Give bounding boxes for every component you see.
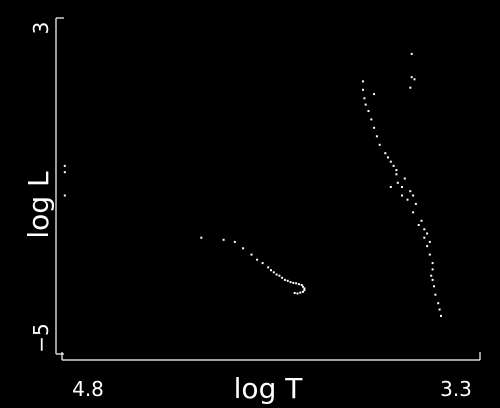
data-point: [392, 164, 395, 167]
y-tick-label-top: 3: [29, 22, 53, 35]
data-point: [412, 194, 415, 197]
data-point: [395, 173, 398, 176]
data-point: [297, 283, 300, 286]
data-point: [426, 245, 429, 248]
data-point: [426, 232, 429, 235]
data-point: [222, 238, 225, 241]
data-point: [292, 281, 295, 284]
data-point: [417, 224, 420, 226]
data-point: [267, 266, 270, 269]
data-point: [430, 274, 433, 277]
data-point: [295, 282, 298, 285]
data-point: [414, 202, 417, 205]
data-point: [409, 86, 412, 89]
data-point: [242, 247, 245, 250]
data-point: [303, 289, 306, 292]
data-point: [401, 186, 403, 188]
data-point: [200, 236, 203, 239]
data-point: [233, 240, 236, 243]
data-point: [261, 262, 264, 265]
data-point: [412, 211, 415, 214]
y-tick-label-bottom: −5: [29, 323, 53, 352]
data-point: [378, 143, 381, 146]
data-point: [63, 164, 66, 167]
data-point: [303, 287, 306, 290]
data-point: [286, 279, 289, 282]
data-point: [433, 285, 435, 288]
data-point: [370, 118, 373, 121]
data-point: [272, 271, 275, 274]
data-point: [396, 181, 399, 184]
data-point: [250, 253, 253, 256]
data-point: [63, 171, 66, 174]
data-point: [431, 278, 434, 281]
data-point: [281, 276, 284, 279]
data-point: [275, 273, 278, 276]
data-point: [437, 302, 440, 305]
data-point: [440, 314, 442, 317]
x-tick-label-left: 4.8: [72, 377, 104, 401]
axis-labels: 3 −5 log L 4.8 3.3 log T: [22, 22, 472, 405]
data-point: [302, 285, 304, 288]
x-tick-label-right: 3.3: [440, 377, 472, 401]
data-point: [428, 253, 431, 256]
data-point: [283, 278, 286, 281]
data-point: [278, 274, 281, 277]
data-point: [367, 110, 370, 112]
data-point: [406, 198, 409, 201]
data-point: [423, 228, 426, 231]
data-point: [375, 135, 378, 138]
data-point: [389, 160, 392, 163]
data-point: [395, 169, 398, 172]
data-point: [300, 284, 303, 286]
axes: [55, 17, 481, 361]
data-point: [293, 292, 296, 294]
data-point: [63, 194, 66, 197]
data-point: [362, 80, 364, 83]
data-point: [438, 308, 441, 311]
x-axis-title: log T: [234, 372, 304, 405]
data-point: [403, 177, 406, 180]
data-point: [362, 88, 364, 91]
data-point: [363, 97, 366, 100]
data-points: [63, 52, 442, 317]
data-point: [409, 190, 412, 193]
data-point: [373, 126, 376, 129]
data-point: [289, 281, 292, 284]
data-point: [296, 292, 299, 295]
y-axis-title: log L: [22, 171, 55, 239]
data-point: [373, 93, 376, 96]
data-point: [299, 291, 302, 294]
data-point: [420, 219, 423, 222]
data-point: [413, 78, 416, 81]
data-point: [270, 269, 272, 272]
data-point: [384, 152, 387, 155]
data-point: [364, 103, 367, 106]
data-point: [401, 194, 403, 197]
data-point: [389, 186, 392, 188]
data-point: [256, 258, 259, 261]
data-point: [302, 290, 304, 293]
data-point: [410, 76, 413, 79]
data-point: [387, 156, 389, 159]
data-point: [423, 236, 426, 239]
data-point: [410, 52, 413, 55]
data-point: [434, 293, 437, 296]
data-point: [431, 268, 434, 271]
data-point: [431, 262, 434, 265]
data-point: [428, 240, 431, 243]
